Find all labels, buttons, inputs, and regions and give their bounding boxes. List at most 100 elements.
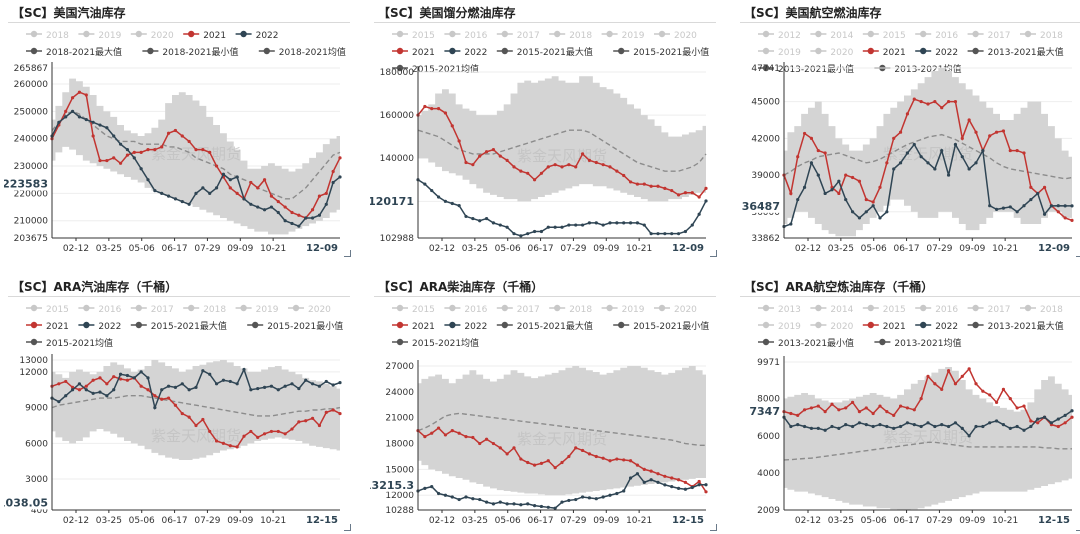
data-point[interactable]: [574, 497, 578, 502]
data-point[interactable]: [567, 163, 571, 167]
data-point[interactable]: [91, 391, 95, 395]
data-point[interactable]: [553, 225, 557, 229]
data-point[interactable]: [84, 384, 88, 388]
data-point[interactable]: [574, 165, 578, 169]
data-point[interactable]: [208, 150, 212, 154]
data-point[interactable]: [249, 388, 253, 392]
data-point[interactable]: [132, 150, 136, 154]
data-point[interactable]: [926, 421, 930, 425]
data-point[interactable]: [526, 460, 530, 465]
data-point[interactable]: [283, 432, 287, 436]
data-point[interactable]: [649, 232, 653, 236]
data-point[interactable]: [974, 130, 978, 134]
data-point[interactable]: [283, 219, 287, 223]
data-point[interactable]: [173, 128, 178, 133]
data-point[interactable]: [153, 189, 157, 193]
legend-item[interactable]: 2013-2021最小值: [758, 63, 854, 75]
data-point[interactable]: [436, 195, 441, 199]
data-point[interactable]: [1008, 397, 1012, 401]
data-point[interactable]: [663, 232, 667, 236]
data-point[interactable]: [981, 389, 985, 393]
data-point[interactable]: [622, 221, 626, 225]
data-point[interactable]: [180, 382, 184, 386]
data-point[interactable]: [816, 173, 820, 177]
data-point[interactable]: [898, 404, 903, 408]
data-point[interactable]: [844, 423, 848, 427]
data-point[interactable]: [988, 393, 992, 397]
legend-item[interactable]: 2015-2021最大值: [130, 320, 227, 332]
data-point[interactable]: [546, 165, 550, 169]
data-point[interactable]: [139, 150, 143, 154]
data-point[interactable]: [526, 171, 530, 175]
data-point[interactable]: [77, 382, 82, 386]
legend-item[interactable]: 2015-2021最小值: [247, 320, 343, 332]
data-point[interactable]: [615, 491, 619, 496]
data-point[interactable]: [553, 466, 557, 470]
data-point[interactable]: [304, 419, 308, 423]
data-point[interactable]: [77, 90, 82, 94]
data-point[interactable]: [153, 394, 157, 398]
data-point[interactable]: [338, 156, 342, 160]
data-point[interactable]: [981, 148, 985, 153]
data-point[interactable]: [933, 424, 937, 429]
data-point[interactable]: [704, 483, 708, 487]
data-point[interactable]: [471, 163, 475, 167]
data-point[interactable]: [892, 167, 896, 171]
data-point[interactable]: [539, 461, 544, 465]
data-point[interactable]: [878, 216, 882, 220]
data-point[interactable]: [180, 199, 184, 204]
data-point[interactable]: [194, 148, 198, 152]
data-point[interactable]: [491, 441, 496, 446]
legend-item[interactable]: 2017: [130, 304, 174, 315]
data-point[interactable]: [830, 424, 834, 429]
data-point[interactable]: [823, 191, 827, 196]
data-point[interactable]: [1042, 185, 1047, 189]
data-point[interactable]: [1063, 413, 1067, 417]
data-point[interactable]: [878, 185, 882, 189]
legend-item[interactable]: 2015-2021均值: [392, 337, 479, 349]
data-point[interactable]: [1042, 415, 1047, 419]
data-point[interactable]: [105, 394, 109, 398]
data-point[interactable]: [519, 169, 523, 173]
data-point[interactable]: [505, 502, 509, 506]
legend-item[interactable]: 2018-2021最大值: [26, 46, 122, 58]
data-point[interactable]: [436, 107, 441, 111]
data-point[interactable]: [331, 408, 335, 412]
data-point[interactable]: [1022, 151, 1026, 155]
legend-item[interactable]: 2015-2021最大值: [496, 46, 593, 58]
data-point[interactable]: [1036, 417, 1040, 421]
data-point[interactable]: [160, 191, 164, 195]
data-point[interactable]: [567, 223, 571, 227]
data-point[interactable]: [601, 456, 605, 460]
data-point[interactable]: [905, 406, 910, 410]
data-point[interactable]: [276, 199, 280, 204]
data-point[interactable]: [656, 480, 660, 484]
legend-item[interactable]: 2016: [444, 30, 488, 41]
data-point[interactable]: [98, 376, 102, 380]
legend-item[interactable]: 2018-2021均值: [258, 46, 346, 58]
data-point[interactable]: [560, 500, 564, 504]
data-point[interactable]: [816, 148, 820, 153]
data-point[interactable]: [649, 478, 653, 482]
data-point[interactable]: [262, 432, 267, 436]
data-point[interactable]: [324, 202, 328, 206]
data-point[interactable]: [940, 148, 944, 153]
data-point[interactable]: [967, 167, 971, 171]
data-point[interactable]: [885, 161, 889, 165]
data-point[interactable]: [642, 480, 646, 484]
data-point[interactable]: [1029, 197, 1033, 202]
data-point[interactable]: [443, 433, 448, 437]
data-point[interactable]: [628, 459, 633, 463]
data-point[interactable]: [656, 472, 660, 476]
legend-item[interactable]: 2012: [758, 30, 801, 41]
data-point[interactable]: [297, 213, 301, 217]
data-point[interactable]: [430, 431, 434, 435]
legend-item[interactable]: 2021: [862, 47, 906, 58]
legend-item[interactable]: 2021: [183, 30, 226, 41]
data-point[interactable]: [635, 221, 640, 225]
data-point[interactable]: [912, 408, 916, 412]
data-point[interactable]: [608, 459, 612, 463]
data-point[interactable]: [622, 173, 626, 178]
data-point[interactable]: [676, 193, 681, 197]
legend-item[interactable]: 2021: [392, 321, 435, 332]
